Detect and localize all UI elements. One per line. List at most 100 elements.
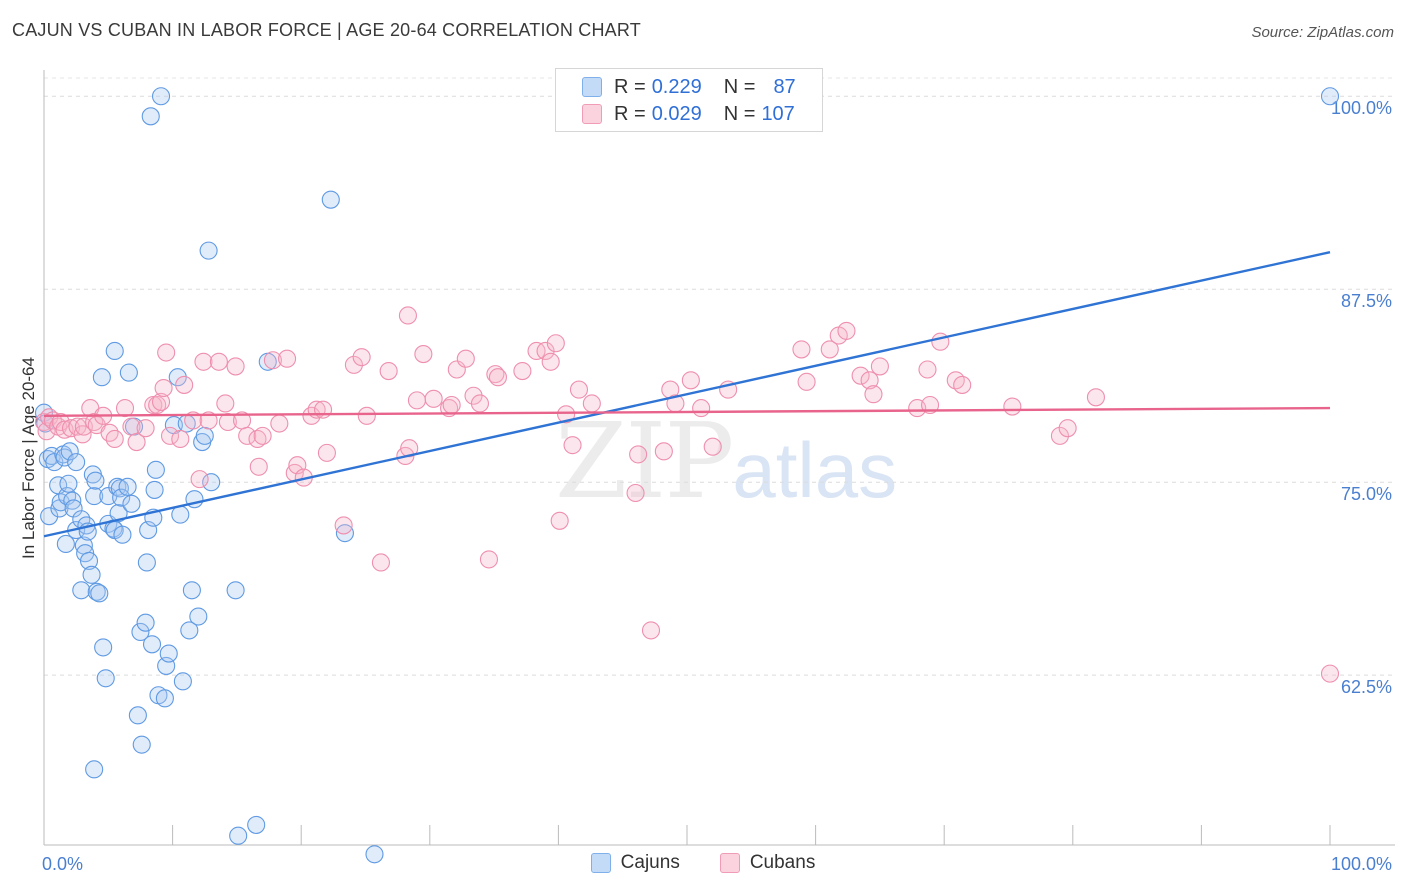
- cuban-point: [488, 368, 508, 387]
- cajun-point: [112, 488, 131, 507]
- cuban-point: [1086, 388, 1105, 407]
- cuban-point: [73, 425, 92, 444]
- cuban-point: [171, 429, 190, 449]
- cuban-point: [249, 457, 268, 476]
- cuban-point: [414, 345, 433, 364]
- cajun-point: [180, 621, 199, 640]
- watermark-atlas: atlas: [732, 426, 898, 514]
- legend-n-label: N =: [723, 75, 756, 98]
- cuban-point: [344, 355, 363, 374]
- cajun-point: [113, 525, 132, 544]
- cajun-point: [90, 584, 109, 603]
- source-label: Source: ZipAtlas.com: [1251, 24, 1394, 41]
- cajun-point: [202, 473, 221, 492]
- series-legend-cajuns[interactable]: Cajuns: [590, 852, 680, 874]
- cuban-point: [681, 371, 700, 390]
- legend-swatch-cubans: [582, 104, 602, 124]
- watermark: ZIPatlas: [555, 400, 897, 522]
- y-tick-label: 87.5%: [1341, 291, 1392, 311]
- cuban-point: [797, 372, 816, 391]
- cubans-trend-line: [43, 406, 1331, 418]
- cajun-point: [195, 426, 214, 445]
- cuban-point: [837, 321, 856, 340]
- legend-r-label: R =: [614, 102, 646, 125]
- cuban-point: [398, 306, 417, 325]
- cuban-point: [85, 412, 104, 432]
- cajun-point: [92, 368, 111, 387]
- x-tick-label: 0.0%: [42, 854, 83, 874]
- cuban-point: [921, 395, 940, 415]
- legend-swatch-cajuns: [582, 77, 602, 97]
- cuban-point: [160, 426, 180, 445]
- cuban-point: [317, 443, 336, 462]
- cajun-point: [94, 638, 113, 657]
- cuban-point: [513, 361, 532, 381]
- legend-r-value: 0.029: [651, 102, 702, 125]
- cuban-point: [238, 426, 257, 445]
- x-tick-label: 100.0%: [1331, 854, 1392, 874]
- cajun-point: [199, 241, 218, 260]
- legend-n-label: N =: [723, 102, 756, 125]
- cajun-point: [128, 706, 147, 725]
- cuban-point: [218, 412, 237, 432]
- y-tick-label: 100.0%: [1331, 98, 1392, 118]
- cajun-point: [86, 471, 105, 490]
- cajun-point: [96, 669, 115, 688]
- cajun-point: [63, 491, 82, 510]
- cuban-point: [263, 351, 282, 370]
- cuban-point: [248, 429, 267, 449]
- legend-n-value: 107: [761, 102, 795, 125]
- series-swatch-cubans: [719, 853, 740, 873]
- cuban-point: [641, 621, 661, 640]
- cuban-point: [864, 385, 883, 404]
- cuban-point: [629, 445, 648, 464]
- cajun-point: [159, 644, 178, 663]
- cajun-point: [40, 507, 59, 526]
- cuban-point: [334, 516, 353, 535]
- cajun-point: [137, 553, 156, 572]
- cuban-point: [270, 414, 289, 433]
- series-legend-cubans[interactable]: Cubans: [719, 852, 815, 874]
- legend-row-cubans: R = 0.029 N = 107: [582, 102, 795, 126]
- cajun-point: [189, 607, 208, 626]
- series-legend: Cajuns Cubans: [0, 852, 1406, 874]
- y-tick-label: 75.0%: [1341, 484, 1392, 504]
- cuban-point: [151, 392, 171, 411]
- cuban-point: [550, 511, 569, 530]
- cajun-point: [145, 480, 164, 499]
- cuban-point: [216, 394, 235, 413]
- cajun-point: [247, 815, 266, 834]
- stats-legend: R = 0.229 N = 87 R = 0.029 N = 107: [555, 68, 823, 132]
- cuban-point: [37, 422, 56, 441]
- cuban-point: [918, 360, 937, 379]
- cajun-point: [119, 363, 138, 382]
- cuban-point: [582, 394, 601, 413]
- cuban-point: [692, 399, 711, 418]
- cajun-point: [321, 190, 340, 209]
- cuban-point: [456, 349, 475, 368]
- cuban-point: [357, 406, 376, 425]
- cajun-point: [141, 107, 160, 126]
- cajun-point: [79, 551, 99, 570]
- cuban-point: [1003, 397, 1022, 416]
- y-tick-label: 62.5%: [1341, 677, 1392, 697]
- cajun-point: [82, 565, 101, 584]
- cuban-point: [541, 352, 560, 371]
- cajun-point: [56, 534, 75, 554]
- cuban-point: [127, 433, 146, 452]
- cuban-point: [154, 378, 173, 398]
- cajun-point: [67, 453, 86, 472]
- cuban-point: [314, 400, 333, 419]
- cajun-point: [173, 672, 192, 691]
- cajun-point: [155, 689, 174, 708]
- cuban-point: [546, 334, 565, 353]
- cajun-point: [85, 760, 104, 779]
- cuban-point: [946, 371, 965, 390]
- cuban-point: [563, 436, 582, 455]
- cuban-point: [278, 349, 297, 368]
- cajun-point: [365, 845, 384, 864]
- legend-n-value: 87: [773, 75, 796, 98]
- cajun-point: [60, 442, 79, 461]
- cajun-point: [226, 581, 245, 600]
